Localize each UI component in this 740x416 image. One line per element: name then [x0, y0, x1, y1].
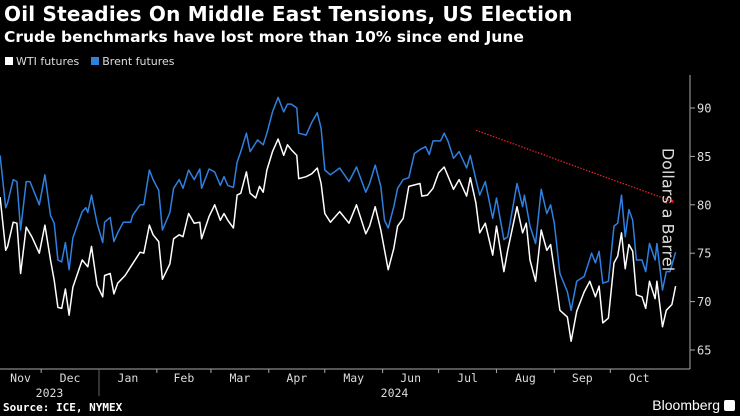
legend-item-brent: Brent futures: [91, 55, 175, 68]
series-line-wti: [0, 138, 677, 343]
legend-item-wti: WTI futures: [5, 55, 79, 68]
chart-title: Oil Steadies On Middle East Tensions, US…: [4, 2, 573, 26]
bloomberg-chart-icon: [724, 400, 735, 411]
legend-label-brent: Brent futures: [102, 55, 175, 68]
x-tick-label: May: [343, 371, 364, 385]
legend-swatch-brent: [91, 57, 100, 65]
chart-subtitle: Crude benchmarks have lost more than 10%…: [4, 28, 524, 46]
x-tick-label: Aug: [515, 371, 536, 385]
y-tick-label: 70: [697, 295, 711, 309]
x-year-label: 2023: [36, 386, 64, 400]
x-tick-label: Mar: [229, 371, 250, 385]
x-year-label: 2024: [381, 386, 409, 400]
x-tick-label: Jan: [118, 371, 139, 385]
x-tick-label: Jul: [457, 371, 478, 385]
x-tick-label: Feb: [174, 371, 195, 385]
legend: WTI futures Brent futures: [5, 55, 175, 68]
trend-arrow-head: [665, 195, 676, 204]
x-tick-label: Oct: [629, 371, 650, 385]
source-note: Source: ICE, NYMEX: [3, 401, 123, 414]
x-tick-label: Nov: [10, 371, 31, 385]
legend-swatch-wti: [5, 57, 13, 65]
x-tick-label: Sep: [572, 371, 593, 385]
y-tick-label: 65: [697, 344, 711, 358]
legend-label-wti: WTI futures: [16, 55, 80, 68]
trend-arrow-line: [475, 129, 674, 203]
x-tick-label: Dec: [60, 371, 81, 385]
y-tick-label: 90: [697, 102, 711, 116]
y-tick-label: 80: [697, 198, 711, 212]
x-tick-label: Jun: [400, 371, 421, 385]
y-tick-label: 75: [697, 247, 711, 261]
series-line-brent: [0, 96, 677, 312]
y-axis-label: Dollars a Barrel: [658, 147, 678, 272]
y-tick-label: 85: [697, 150, 711, 164]
x-tick-label: Apr: [286, 371, 307, 385]
bloomberg-logo: Bloomberg: [652, 397, 720, 413]
